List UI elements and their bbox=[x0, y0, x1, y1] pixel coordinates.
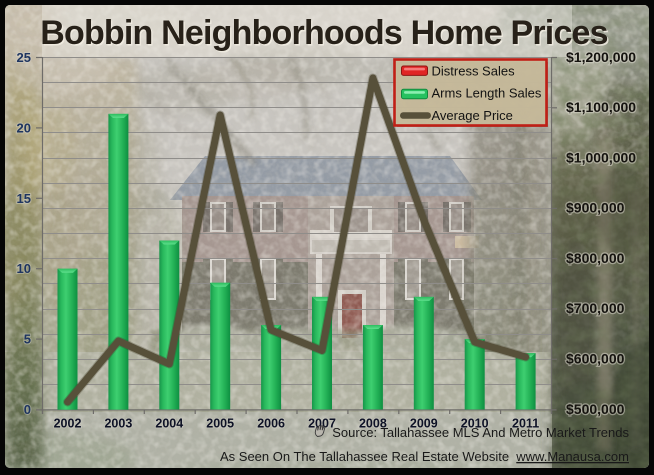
svg-text:Arms Length Sales: Arms Length Sales bbox=[432, 86, 542, 101]
svg-text:2004: 2004 bbox=[155, 417, 183, 431]
svg-text:$1,000,000: $1,000,000 bbox=[566, 149, 636, 165]
svg-text:5: 5 bbox=[24, 332, 31, 347]
svg-text:2003: 2003 bbox=[104, 417, 132, 431]
svg-text:2008: 2008 bbox=[359, 417, 387, 431]
svg-text:$1,200,000: $1,200,000 bbox=[566, 49, 636, 65]
svg-text:Average Price: Average Price bbox=[432, 108, 513, 123]
svg-text:0: 0 bbox=[24, 402, 31, 417]
svg-text:$700,000: $700,000 bbox=[566, 300, 625, 316]
svg-text:Distress Sales: Distress Sales bbox=[432, 63, 516, 78]
svg-text:Bobbin Neighborhoods Home Pric: Bobbin Neighborhoods Home Prices bbox=[40, 14, 608, 52]
svg-text:2002: 2002 bbox=[54, 417, 82, 431]
svg-text:20: 20 bbox=[17, 120, 31, 135]
svg-text:$1,100,000: $1,100,000 bbox=[566, 99, 636, 115]
svg-text:2005: 2005 bbox=[206, 417, 234, 431]
svg-text:10: 10 bbox=[17, 261, 31, 276]
svg-text:2006: 2006 bbox=[257, 417, 285, 431]
svg-text:$900,000: $900,000 bbox=[566, 200, 625, 216]
svg-text:2010: 2010 bbox=[461, 417, 489, 431]
svg-text:$600,000: $600,000 bbox=[566, 351, 625, 367]
svg-text:15: 15 bbox=[17, 191, 31, 206]
svg-text:Bobbin Neighborhoods Home Pric: Bobbin Neighborhoods Home Prices bbox=[42, 16, 610, 54]
svg-text:25: 25 bbox=[17, 50, 31, 65]
svg-text:$800,000: $800,000 bbox=[566, 250, 625, 266]
svg-text:2011: 2011 bbox=[512, 417, 539, 431]
svg-text:As Seen On The Tallahassee Rea: As Seen On The Tallahassee Real Estate W… bbox=[220, 449, 629, 464]
svg-text:Source: Tallahassee MLS And Me: Source: Tallahassee MLS And Metro Market… bbox=[332, 425, 629, 440]
svg-text:2007: 2007 bbox=[308, 417, 336, 431]
svg-text:2009: 2009 bbox=[410, 417, 438, 431]
svg-text:$500,000: $500,000 bbox=[566, 401, 625, 417]
